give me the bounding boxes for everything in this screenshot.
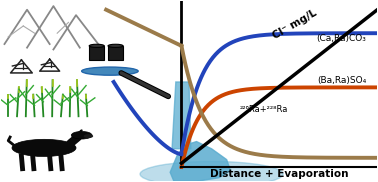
Ellipse shape: [108, 44, 123, 48]
Ellipse shape: [82, 67, 138, 75]
Polygon shape: [172, 82, 191, 149]
Text: Cl⁻ mg/L: Cl⁻ mg/L: [271, 8, 318, 41]
Text: (Ba,Ra)SO₄: (Ba,Ra)SO₄: [317, 76, 366, 85]
Ellipse shape: [140, 161, 283, 182]
Polygon shape: [170, 142, 231, 181]
Text: (Ca,Ra)CO₃: (Ca,Ra)CO₃: [316, 34, 366, 43]
Ellipse shape: [84, 134, 93, 138]
Ellipse shape: [12, 139, 76, 157]
Text: Distance + Evaporation: Distance + Evaporation: [210, 169, 349, 179]
Ellipse shape: [89, 44, 104, 48]
Ellipse shape: [71, 131, 92, 139]
FancyBboxPatch shape: [89, 46, 104, 60]
FancyBboxPatch shape: [108, 46, 123, 60]
Text: ²²⁶Ra+²²⁸Ra: ²²⁶Ra+²²⁸Ra: [240, 105, 288, 114]
